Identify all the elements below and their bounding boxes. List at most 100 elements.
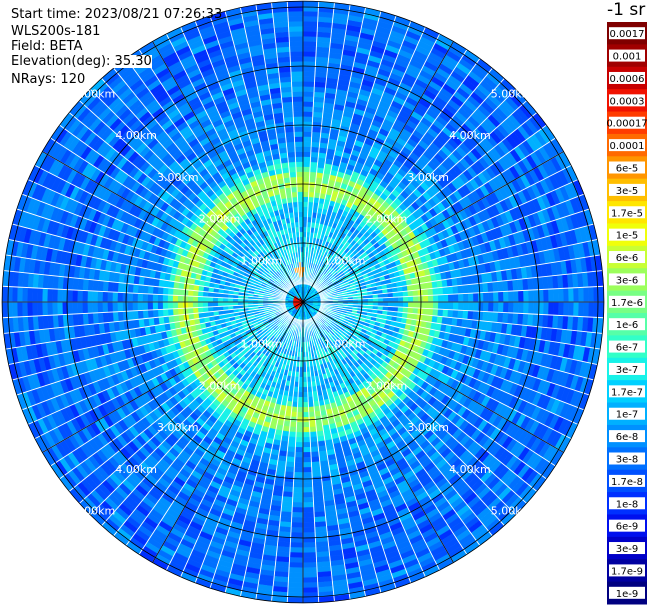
scan-cell [412, 301, 419, 309]
scan-cell [302, 126, 313, 132]
scan-cell [302, 497, 314, 503]
scan-cell [293, 482, 304, 488]
scan-cell [407, 290, 414, 297]
scan-cell [447, 301, 454, 311]
scan-cell [578, 301, 585, 317]
scan-cell [302, 206, 309, 213]
scan-cell [402, 301, 409, 308]
scan-cell [462, 284, 469, 294]
scan-cell [427, 308, 434, 316]
scan-cell [478, 292, 484, 303]
ray-separator [305, 4, 351, 285]
scan-cell [291, 502, 304, 508]
scan-cell [412, 295, 419, 303]
scan-cell [302, 25, 318, 32]
scan-cell [310, 446, 319, 453]
scan-cell [302, 547, 317, 554]
scan-cell [288, 572, 304, 579]
scan-cell [302, 156, 311, 163]
scan-cell [283, 476, 295, 483]
scan-cell [583, 301, 590, 318]
scan-cell [528, 289, 534, 303]
scan-cell [452, 309, 459, 319]
scan-cell [483, 292, 489, 303]
scan-cell [472, 310, 479, 321]
scan-cell [302, 176, 310, 183]
ray-separator [303, 1, 320, 285]
scan-cell [302, 557, 317, 564]
scan-cell [311, 131, 322, 138]
scan-cell [302, 451, 312, 458]
scan-cell [548, 288, 555, 303]
scan-cell [397, 296, 404, 303]
scan-cell [290, 522, 304, 528]
scan-cell [447, 293, 454, 303]
scan-cell [528, 301, 534, 315]
scan-cell [397, 301, 404, 308]
scan-cell [578, 287, 585, 303]
scan-cell [457, 309, 464, 320]
scan-cell [588, 286, 595, 303]
scan-cell [302, 542, 317, 548]
scan-cell [467, 310, 474, 321]
scan-cell [407, 295, 414, 303]
scan-cell [302, 101, 314, 107]
scan-cell [292, 492, 304, 498]
scan-cell [563, 287, 570, 303]
scan-cell [296, 406, 304, 413]
scan-cell [302, 477, 313, 483]
scan-cell [294, 446, 304, 453]
scan-cell [513, 301, 519, 314]
scan-cell [302, 166, 311, 173]
scan-cell [468, 301, 474, 312]
scan-cell [302, 522, 316, 528]
ray-separator [308, 15, 397, 286]
scan-cell [302, 191, 310, 198]
scan-cell [302, 20, 318, 27]
scan-cell [302, 441, 311, 448]
ray-separator [309, 26, 426, 287]
scan-cell [285, 461, 295, 468]
scan-cell [309, 171, 317, 178]
scan-cell [302, 136, 312, 142]
scan-cell [284, 466, 295, 473]
scan-cell [289, 542, 304, 548]
ray-separator [304, 2, 335, 285]
scan-cell [483, 301, 489, 312]
scan-cell [498, 301, 504, 313]
scan-cell [508, 290, 514, 303]
scan-cell [302, 391, 309, 398]
scan-cell [311, 466, 322, 473]
scan-cell [447, 286, 454, 295]
scan-cell [290, 411, 298, 418]
scan-cell [478, 301, 484, 312]
scan-cell [291, 507, 304, 513]
scan-cell [432, 301, 439, 310]
scan-cell [598, 286, 605, 303]
scan-cell [463, 293, 469, 303]
scan-cell [311, 121, 323, 128]
scan-cell [295, 441, 304, 448]
scan-cell [412, 289, 419, 297]
scan-cell [289, 421, 297, 428]
scan-cell [498, 291, 504, 303]
scan-cell [302, 56, 317, 62]
scan-cell [294, 457, 304, 463]
ray-separator [308, 20, 412, 286]
scan-cell [302, 151, 312, 158]
scan-cell [302, 76, 316, 82]
scan-cell [310, 456, 321, 463]
scan-cell [295, 436, 304, 443]
scan-cell [285, 456, 296, 463]
scan-cell [563, 301, 570, 317]
scan-cell [311, 476, 323, 483]
scan-cell [298, 386, 304, 393]
scan-cell [297, 396, 304, 403]
scan-cell [473, 292, 479, 303]
scan-cell [291, 512, 304, 518]
scan-cell [288, 431, 297, 438]
scan-cell [442, 301, 449, 310]
scan-cell [387, 301, 394, 307]
scan-cell [302, 572, 318, 579]
scan-cell [302, 71, 316, 77]
